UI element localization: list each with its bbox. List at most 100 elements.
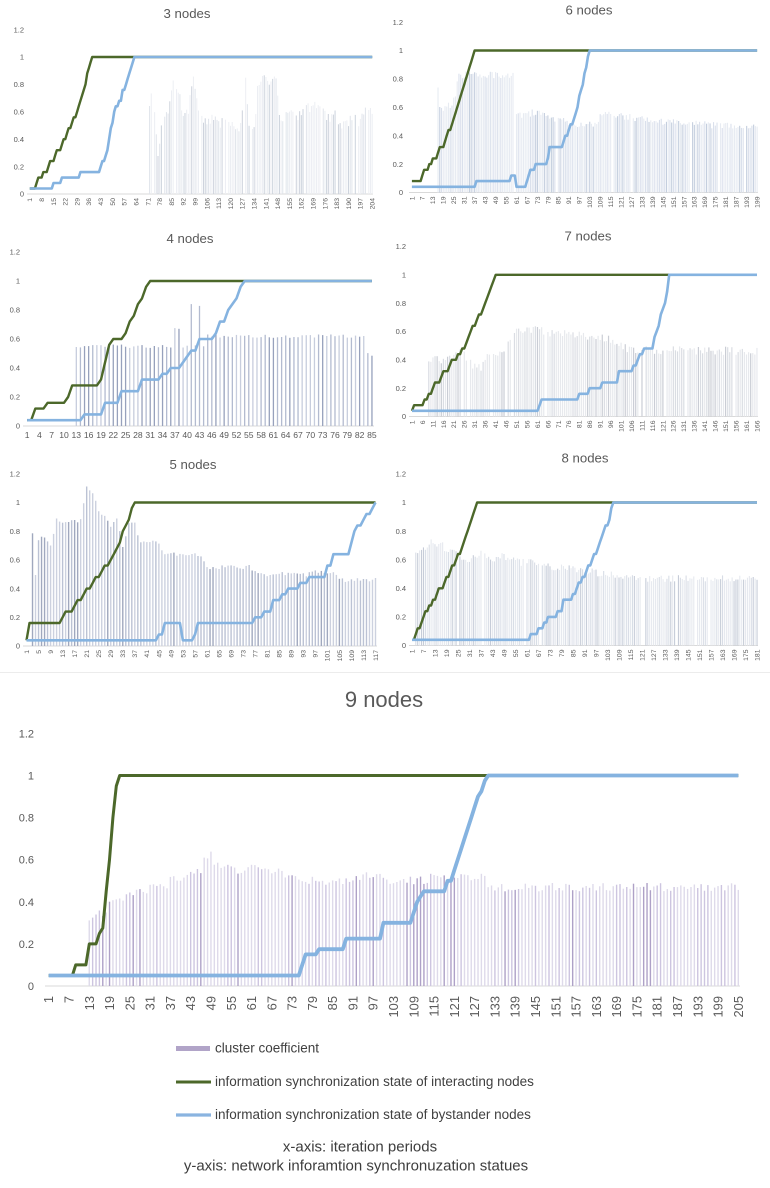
- svg-text:0.2: 0.2: [14, 162, 24, 171]
- svg-text:0: 0: [402, 641, 406, 650]
- svg-text:204: 204: [370, 198, 377, 210]
- svg-text:1.2: 1.2: [396, 470, 406, 479]
- svg-text:31: 31: [472, 420, 479, 428]
- svg-text:1.2: 1.2: [10, 470, 20, 479]
- svg-text:37: 37: [478, 649, 485, 657]
- svg-text:49: 49: [493, 196, 500, 204]
- svg-text:166: 166: [754, 420, 761, 432]
- svg-text:3 nodes: 3 nodes: [164, 6, 211, 21]
- svg-text:61: 61: [514, 196, 521, 204]
- svg-text:157: 157: [681, 196, 688, 208]
- svg-text:0.6: 0.6: [393, 103, 403, 112]
- svg-text:0.8: 0.8: [10, 306, 20, 315]
- svg-text:97: 97: [366, 996, 381, 1010]
- svg-text:1: 1: [16, 498, 20, 507]
- svg-text:145: 145: [528, 996, 543, 1018]
- svg-text:16: 16: [441, 420, 448, 428]
- svg-text:0.4: 0.4: [14, 135, 24, 144]
- svg-text:51: 51: [514, 420, 521, 428]
- svg-text:1: 1: [27, 198, 34, 202]
- svg-text:106: 106: [204, 198, 211, 210]
- svg-text:49: 49: [219, 430, 229, 440]
- svg-text:8: 8: [39, 198, 46, 202]
- svg-text:73: 73: [285, 996, 300, 1010]
- svg-text:0.6: 0.6: [14, 108, 24, 117]
- svg-text:1.2: 1.2: [396, 242, 406, 251]
- svg-text:8 nodes: 8 nodes: [562, 451, 609, 466]
- svg-text:71: 71: [145, 198, 152, 206]
- svg-text:13: 13: [430, 196, 437, 204]
- svg-text:97: 97: [577, 196, 584, 204]
- svg-text:71: 71: [556, 420, 563, 428]
- svg-text:26: 26: [462, 420, 469, 428]
- svg-text:58: 58: [256, 430, 266, 440]
- svg-text:45: 45: [156, 650, 163, 658]
- svg-text:97: 97: [593, 649, 600, 657]
- svg-text:5 nodes: 5 nodes: [170, 457, 217, 472]
- svg-text:25: 25: [122, 996, 137, 1010]
- svg-text:43: 43: [98, 198, 105, 206]
- svg-text:0.4: 0.4: [10, 364, 20, 373]
- svg-text:73: 73: [535, 196, 542, 204]
- svg-text:169: 169: [702, 196, 709, 208]
- svg-text:55: 55: [224, 996, 239, 1010]
- svg-text:55: 55: [513, 649, 520, 657]
- svg-text:1: 1: [20, 53, 24, 62]
- svg-text:31: 31: [462, 196, 469, 204]
- svg-text:21: 21: [84, 650, 91, 658]
- svg-text:10: 10: [59, 430, 69, 440]
- svg-text:109: 109: [349, 650, 356, 662]
- svg-text:133: 133: [487, 996, 502, 1018]
- svg-text:121: 121: [447, 996, 462, 1018]
- svg-text:193: 193: [690, 996, 705, 1018]
- svg-text:133: 133: [662, 649, 669, 661]
- svg-text:29: 29: [108, 650, 115, 658]
- svg-text:25: 25: [96, 650, 103, 658]
- svg-text:199: 199: [711, 996, 726, 1018]
- svg-text:91: 91: [582, 649, 589, 657]
- svg-text:99: 99: [193, 198, 200, 206]
- svg-text:91: 91: [598, 420, 605, 428]
- svg-text:16: 16: [84, 430, 94, 440]
- svg-text:49: 49: [501, 649, 508, 657]
- svg-text:131: 131: [681, 420, 688, 432]
- svg-text:0.6: 0.6: [10, 556, 20, 565]
- svg-text:79: 79: [545, 196, 552, 204]
- svg-text:25: 25: [451, 196, 458, 204]
- svg-text:69: 69: [229, 650, 236, 658]
- svg-text:85: 85: [169, 198, 176, 206]
- svg-text:139: 139: [650, 196, 657, 208]
- svg-text:73: 73: [547, 649, 554, 657]
- svg-text:0.6: 0.6: [10, 335, 20, 344]
- svg-text:19: 19: [444, 649, 451, 657]
- svg-text:15: 15: [51, 198, 58, 206]
- svg-text:175: 175: [743, 649, 750, 661]
- svg-text:0.2: 0.2: [396, 384, 406, 393]
- svg-text:41: 41: [493, 420, 500, 428]
- svg-text:139: 139: [674, 649, 681, 661]
- svg-text:0.8: 0.8: [19, 813, 34, 825]
- svg-text:7: 7: [62, 996, 77, 1003]
- svg-text:22: 22: [109, 430, 119, 440]
- svg-text:0.4: 0.4: [396, 584, 406, 593]
- svg-text:190: 190: [346, 198, 353, 210]
- svg-text:1: 1: [402, 498, 406, 507]
- svg-text:40: 40: [182, 430, 192, 440]
- svg-text:7: 7: [420, 196, 427, 200]
- svg-text:information synchronization st: information synchronization state of bys…: [215, 1107, 531, 1122]
- svg-text:176: 176: [322, 198, 329, 210]
- svg-text:115: 115: [628, 649, 635, 660]
- svg-text:93: 93: [301, 650, 308, 658]
- svg-text:1: 1: [41, 996, 56, 1003]
- svg-text:127: 127: [240, 198, 247, 210]
- svg-text:103: 103: [605, 649, 612, 661]
- svg-text:19: 19: [96, 430, 106, 440]
- svg-text:115: 115: [608, 196, 615, 207]
- svg-text:0: 0: [28, 981, 34, 993]
- svg-text:67: 67: [293, 430, 303, 440]
- svg-text:1: 1: [24, 650, 31, 654]
- svg-text:85: 85: [556, 196, 563, 204]
- svg-text:183: 183: [334, 198, 341, 210]
- svg-text:79: 79: [305, 996, 320, 1010]
- svg-text:0.4: 0.4: [396, 356, 406, 365]
